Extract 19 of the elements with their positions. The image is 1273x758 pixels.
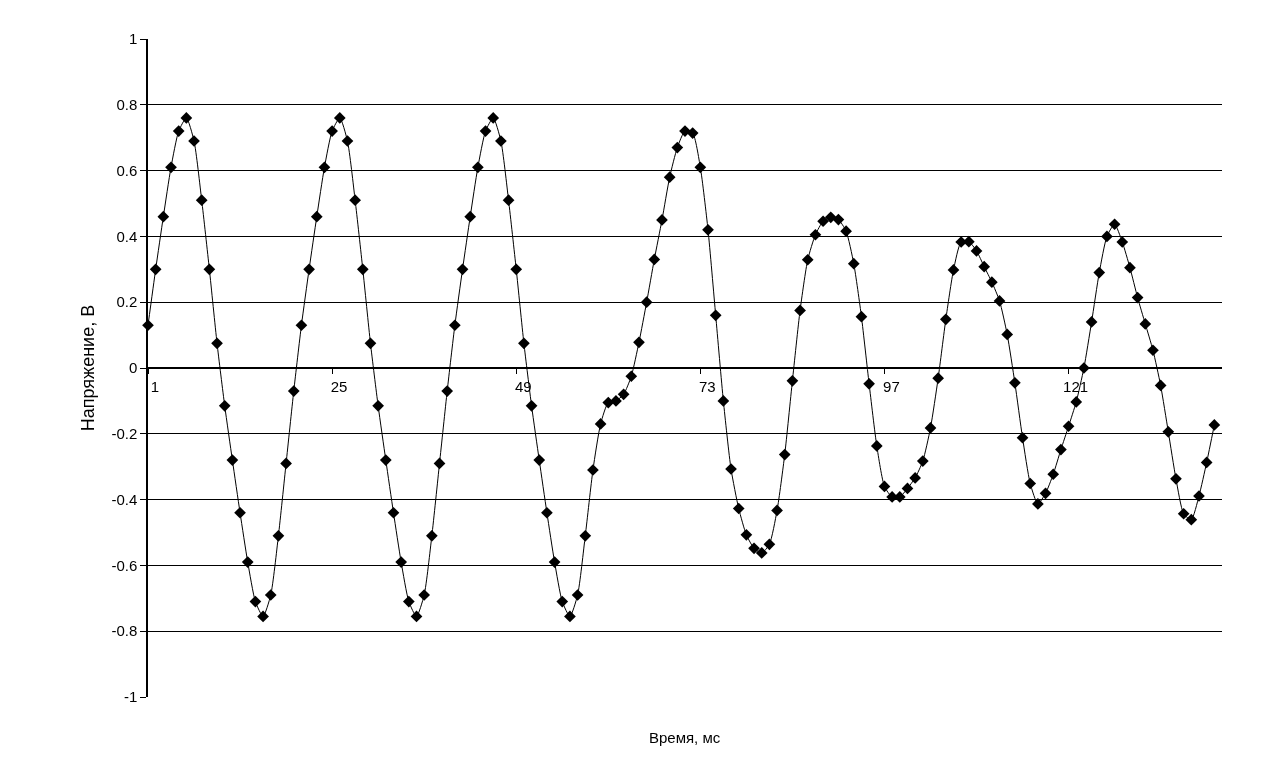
x-tick-label: 25 [330, 377, 348, 395]
y-tick-label: 0.2 [116, 293, 138, 311]
x-axis-title: Время, мс [649, 729, 721, 746]
x-tick-label: 73 [699, 377, 716, 395]
y-tick-label: 1 [128, 30, 138, 48]
x-tick-label: 1 [150, 377, 160, 395]
y-tick-label: 0.8 [116, 96, 138, 114]
y-tick-label: 0 [128, 359, 138, 377]
y-tick-label: -0.8 [111, 622, 138, 640]
x-tick-label: 49 [514, 377, 532, 395]
y-tick-label: -1 [123, 688, 138, 706]
x-tick-label: 121 [1063, 377, 1089, 395]
y-tick-label: 0.6 [116, 161, 138, 179]
y-tick-label: -0.2 [111, 425, 138, 443]
y-tick-label: -0.6 [111, 556, 138, 574]
y-tick-label: 0.4 [116, 227, 138, 245]
y-tick-label: -0.4 [111, 490, 138, 508]
x-tick-label: 97 [883, 377, 900, 395]
y-axis-title: Напряжение, В [78, 304, 99, 432]
